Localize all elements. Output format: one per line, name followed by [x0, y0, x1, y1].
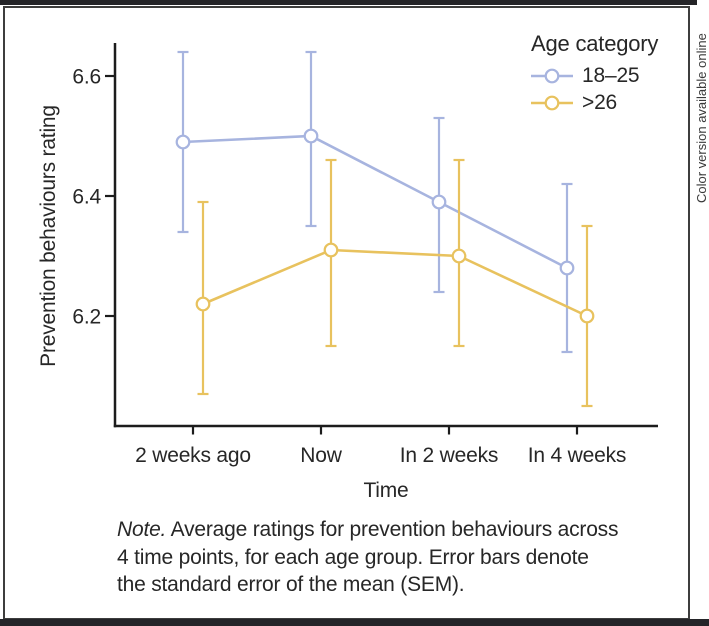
series-line	[182, 134, 568, 270]
axes: 6.2 6.4 6.6 2 weeks ago Now In 2 weeks In 4 we…	[72, 43, 658, 467]
series-younger	[175, 50, 575, 354]
legend-item: 18–25	[531, 62, 658, 89]
x-tick-label: In 2 weeks	[400, 444, 498, 467]
bottom-accent-bar	[0, 619, 709, 626]
caption-note-prefix: Note.	[117, 518, 167, 541]
legend-label: >26	[582, 90, 618, 114]
data-point-marker	[559, 260, 575, 276]
y-tick-label: 6.6	[72, 66, 101, 89]
caption-line-2: 4 time points, for each age group. Error…	[117, 545, 589, 569]
data-point-marker	[579, 308, 595, 324]
legend-item: >26	[531, 89, 658, 116]
y-tick-label: 6.4	[72, 186, 101, 209]
legend-title: Age category	[531, 31, 659, 56]
x-tick-label: Now	[300, 444, 342, 467]
y-tick-label: 6.2	[72, 306, 101, 329]
x-tick-label: In 4 weeks	[528, 444, 626, 467]
data-point-marker	[451, 248, 467, 264]
color-version-note: Color version available online	[694, 33, 709, 203]
data-point-marker	[323, 242, 339, 258]
data-point-marker	[303, 128, 319, 144]
caption-line-1: Average ratings for prevention behaviour…	[166, 518, 619, 541]
legend-label: 18–25	[582, 63, 640, 87]
series-line	[202, 248, 588, 318]
x-tick-label: 2 weeks ago	[135, 444, 251, 467]
series-older	[195, 158, 595, 408]
caption-line-3: the standard error of the mean (SEM).	[117, 573, 465, 596]
caption-line: Note. Average ratings for prevention beh…	[117, 516, 618, 544]
y-axis-title: Prevention behaviours rating	[37, 105, 60, 367]
legend-entries: 18–25 >26	[531, 62, 658, 116]
data-point-marker	[431, 194, 447, 210]
figure-caption: Note. Average ratings for prevention beh…	[117, 516, 618, 599]
legend-swatch-icon	[531, 68, 573, 83]
x-axis-title: Time	[363, 479, 409, 502]
legend: Age category 18–25 >26	[531, 31, 658, 116]
top-accent-bar	[0, 0, 697, 5]
data-point-marker	[175, 134, 191, 150]
legend-swatch-icon	[531, 95, 573, 110]
data-point-marker	[195, 296, 211, 312]
